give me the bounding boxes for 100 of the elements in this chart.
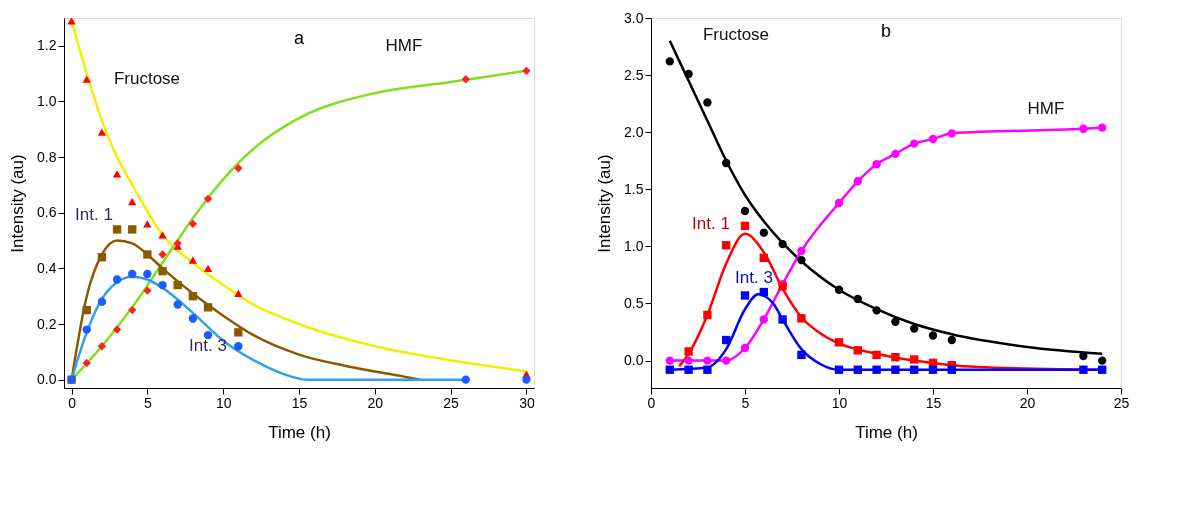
point xyxy=(188,256,198,264)
point xyxy=(910,324,919,333)
point xyxy=(722,158,731,168)
point xyxy=(853,346,862,355)
annotation: Int. 1 xyxy=(692,214,730,233)
point xyxy=(853,365,862,374)
point xyxy=(872,350,881,360)
point xyxy=(740,221,750,231)
y-tick-label: 3.0 xyxy=(624,9,644,26)
point xyxy=(740,343,750,353)
y-axis-title: Intensity (au) xyxy=(8,154,28,253)
y-tick-label: 1.0 xyxy=(624,237,644,254)
point xyxy=(910,139,919,148)
point xyxy=(703,356,712,365)
x-axis-title: Time (h) xyxy=(268,422,331,442)
point xyxy=(722,241,731,250)
point xyxy=(82,75,91,83)
x-tick-label: 20 xyxy=(1019,394,1036,411)
point xyxy=(853,177,862,186)
point xyxy=(234,342,243,351)
point xyxy=(665,365,674,374)
point xyxy=(128,305,137,315)
point xyxy=(1079,365,1088,374)
point xyxy=(740,291,750,300)
y-tick-label: 0.0 xyxy=(624,352,644,369)
annotation: Fructose xyxy=(113,69,181,88)
x-tick-label: 10 xyxy=(215,394,232,411)
x-tick-label: 20 xyxy=(367,394,384,411)
point xyxy=(1098,123,1107,132)
point xyxy=(143,269,152,279)
x-tick-label: 10 xyxy=(831,394,848,411)
point xyxy=(1079,124,1088,133)
point xyxy=(684,365,693,374)
point xyxy=(522,66,531,76)
point xyxy=(67,18,76,25)
point xyxy=(778,315,787,324)
y-tick-label: 0.5 xyxy=(624,294,644,311)
x-tick-label: 25 xyxy=(1113,394,1130,411)
point xyxy=(1098,356,1107,365)
text: a xyxy=(293,28,305,48)
point xyxy=(684,356,693,365)
point xyxy=(143,220,152,228)
point xyxy=(778,239,787,249)
y-tick-label: 0.8 xyxy=(37,148,57,165)
point xyxy=(112,170,122,178)
point xyxy=(797,314,806,323)
point xyxy=(759,315,768,324)
point xyxy=(834,365,844,374)
x-tick-label: 5 xyxy=(741,394,750,411)
point xyxy=(203,330,213,340)
x-tick-label: 5 xyxy=(143,394,152,411)
point xyxy=(97,297,107,306)
x-tick-label: 15 xyxy=(925,394,942,411)
x-tick-label: 30 xyxy=(519,394,535,411)
point xyxy=(234,289,243,298)
y-tick-label: 0.6 xyxy=(37,204,57,221)
x-tick-label: 0 xyxy=(647,394,656,411)
point xyxy=(684,69,693,79)
point xyxy=(947,335,956,345)
point xyxy=(703,365,712,374)
point xyxy=(797,246,806,256)
x-axis-title: Time (h) xyxy=(855,422,918,442)
point xyxy=(947,129,956,138)
y-tick-label: 0.0 xyxy=(37,371,57,388)
point xyxy=(891,317,900,326)
y-tick-label: 2.0 xyxy=(624,123,644,140)
chart-title: b xyxy=(880,21,892,41)
point xyxy=(722,356,731,365)
point xyxy=(82,325,91,334)
point xyxy=(872,306,881,315)
point xyxy=(234,164,243,173)
annotation: Int. 3 xyxy=(735,268,773,287)
annotation: HMF xyxy=(1027,99,1065,118)
x-tick-label: 25 xyxy=(443,394,460,411)
point xyxy=(188,314,198,323)
point xyxy=(143,250,152,259)
point xyxy=(853,294,862,304)
point xyxy=(97,342,107,351)
point xyxy=(112,325,122,334)
point xyxy=(665,356,674,365)
annotation: Int. 1 xyxy=(75,205,113,224)
point xyxy=(188,292,198,301)
y-tick-label: 1.5 xyxy=(624,180,644,197)
point xyxy=(1098,365,1107,374)
y-tick-label: 1.0 xyxy=(37,92,57,109)
annotation: Int. 3 xyxy=(189,336,227,355)
point xyxy=(461,375,470,384)
point xyxy=(834,285,844,294)
y-tick-label: 1.2 xyxy=(37,37,57,54)
point xyxy=(759,228,768,237)
point xyxy=(759,253,768,262)
point xyxy=(128,197,137,206)
point xyxy=(928,331,938,340)
point xyxy=(188,219,198,229)
point xyxy=(128,225,137,234)
point xyxy=(158,231,167,239)
point xyxy=(158,250,167,259)
point xyxy=(891,149,900,159)
annotation: HMF xyxy=(385,36,423,55)
point xyxy=(173,280,182,290)
